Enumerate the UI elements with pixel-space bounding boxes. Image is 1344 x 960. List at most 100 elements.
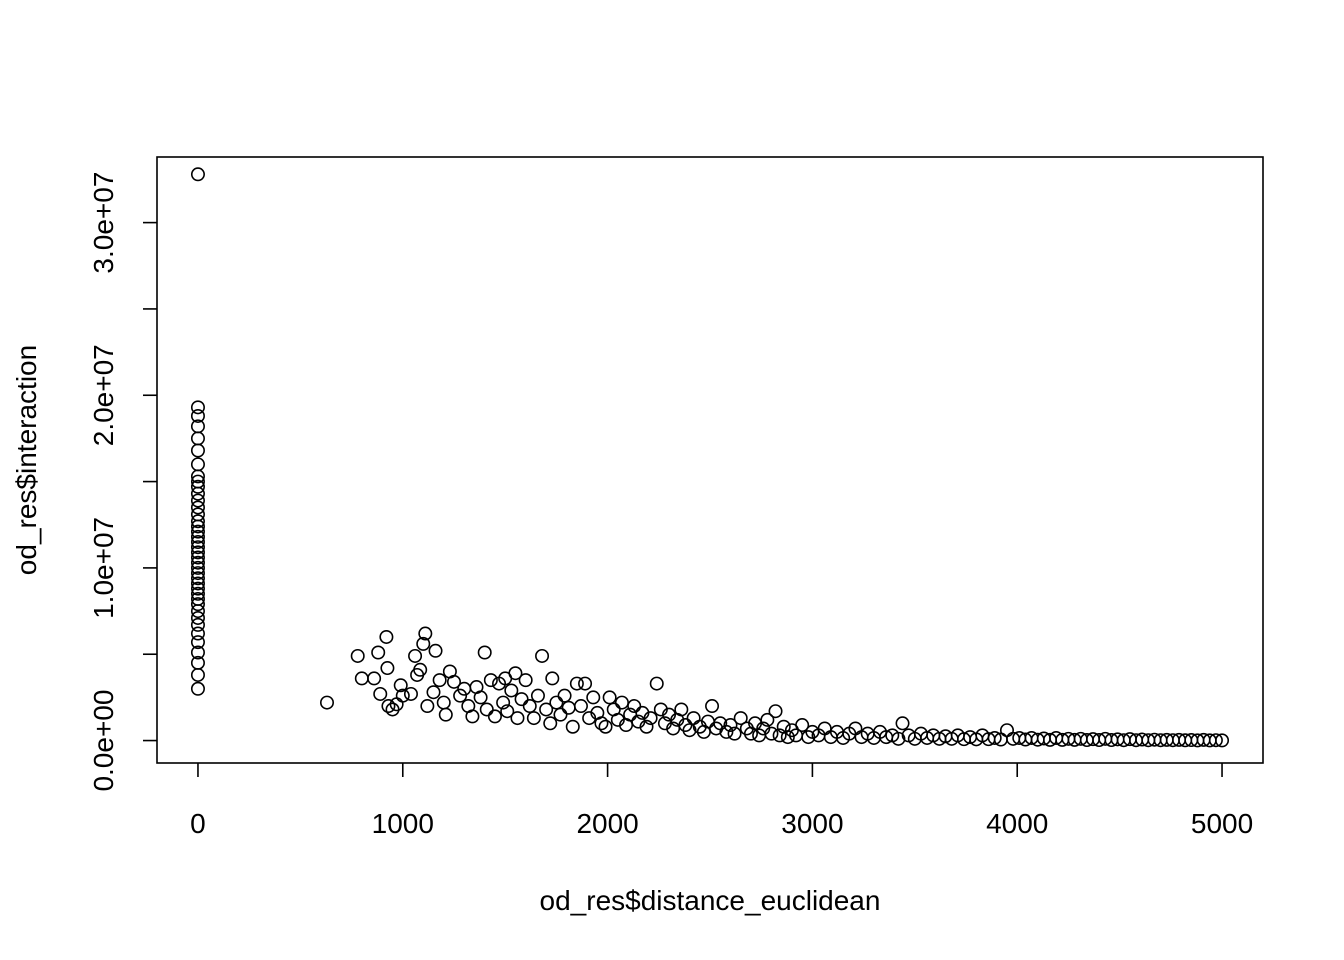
data-point — [526, 711, 541, 726]
data-point — [510, 711, 525, 726]
data-point — [190, 667, 205, 682]
x-tick-label: 2000 — [576, 808, 638, 839]
x-tick-label: 1000 — [372, 808, 434, 839]
data-point — [190, 529, 205, 544]
data-point — [487, 709, 502, 724]
data-point — [496, 695, 511, 710]
data-point — [479, 702, 494, 717]
data-point — [719, 724, 734, 739]
data-point — [190, 571, 205, 586]
data-point — [627, 699, 642, 714]
data-point — [413, 662, 428, 677]
data-point — [727, 726, 742, 741]
data-point — [553, 707, 568, 722]
data-point — [999, 723, 1014, 738]
data-point — [190, 519, 205, 534]
data-point — [557, 688, 572, 703]
data-point — [565, 719, 580, 734]
data-point — [573, 699, 588, 714]
y-tick-label: 0.0e+00 — [88, 690, 119, 792]
data-point — [561, 700, 576, 715]
data-point — [190, 560, 205, 575]
data-point — [190, 535, 205, 550]
y-axis: 0.0e+00 1.0e+07 2.0e+07 3.0e+07 — [88, 172, 157, 792]
data-point — [500, 704, 515, 719]
data-point — [319, 695, 334, 710]
data-point — [380, 661, 395, 676]
data-point — [477, 645, 492, 660]
data-point — [371, 645, 386, 660]
data-point — [190, 635, 205, 650]
data-point — [190, 443, 205, 458]
plot-frame — [156, 156, 1264, 764]
data-point — [190, 597, 205, 612]
data-point — [530, 688, 545, 703]
y-tick-label: 1.0e+07 — [88, 517, 119, 619]
data-point — [393, 678, 408, 693]
data-point — [453, 688, 468, 703]
data-point — [543, 716, 558, 731]
data-point — [190, 545, 205, 560]
x-axis-label: od_res$distance_euclidean — [540, 885, 881, 916]
data-point — [190, 524, 205, 539]
data-point — [674, 702, 689, 717]
data-point — [733, 711, 748, 726]
data-point — [795, 718, 810, 733]
data-point — [639, 719, 654, 734]
data-point — [705, 699, 720, 714]
data-point — [764, 726, 779, 741]
data-point — [416, 636, 431, 651]
data-point — [190, 681, 205, 696]
data-point — [1215, 733, 1230, 748]
data-point — [891, 731, 906, 746]
data-point — [190, 493, 205, 508]
data-point — [190, 431, 205, 446]
y-tick-label: 3.0e+07 — [88, 172, 119, 274]
data-point — [643, 711, 658, 726]
data-point — [190, 167, 205, 182]
data-point — [190, 479, 205, 494]
data-point — [354, 671, 369, 686]
data-point — [367, 671, 382, 686]
data-point — [895, 716, 910, 731]
x-tick-label: 0 — [190, 808, 206, 839]
data-point — [190, 550, 205, 565]
data-point — [1208, 733, 1223, 748]
data-point — [350, 648, 365, 663]
data-point — [190, 540, 205, 555]
data-point — [432, 673, 447, 688]
data-point — [545, 671, 560, 686]
data-point — [772, 728, 787, 743]
y-axis-label: od_res$interaction — [11, 345, 42, 575]
data-point — [614, 695, 629, 710]
data-point — [594, 716, 609, 731]
data-point — [428, 643, 443, 658]
data-point — [373, 686, 388, 701]
data-point — [190, 457, 205, 472]
data-point — [539, 702, 554, 717]
data-point — [780, 730, 795, 745]
data-point — [535, 648, 550, 663]
data-point — [426, 685, 441, 700]
data-point — [190, 514, 205, 529]
data-point — [514, 692, 529, 707]
data-point — [190, 610, 205, 625]
data-point — [190, 586, 205, 601]
data-point — [190, 617, 205, 632]
data-point — [446, 674, 461, 689]
data-point — [602, 690, 617, 705]
data-point — [190, 604, 205, 619]
data-point — [418, 626, 433, 641]
data-point — [483, 673, 498, 688]
data-point — [723, 718, 738, 733]
data-point — [508, 666, 523, 681]
data-point — [408, 648, 423, 663]
data-point — [436, 695, 451, 710]
data-points — [190, 167, 1230, 748]
data-point — [403, 686, 418, 701]
data-point — [420, 699, 435, 714]
data-point — [190, 469, 205, 484]
data-point — [987, 730, 1002, 745]
data-point — [190, 626, 205, 641]
